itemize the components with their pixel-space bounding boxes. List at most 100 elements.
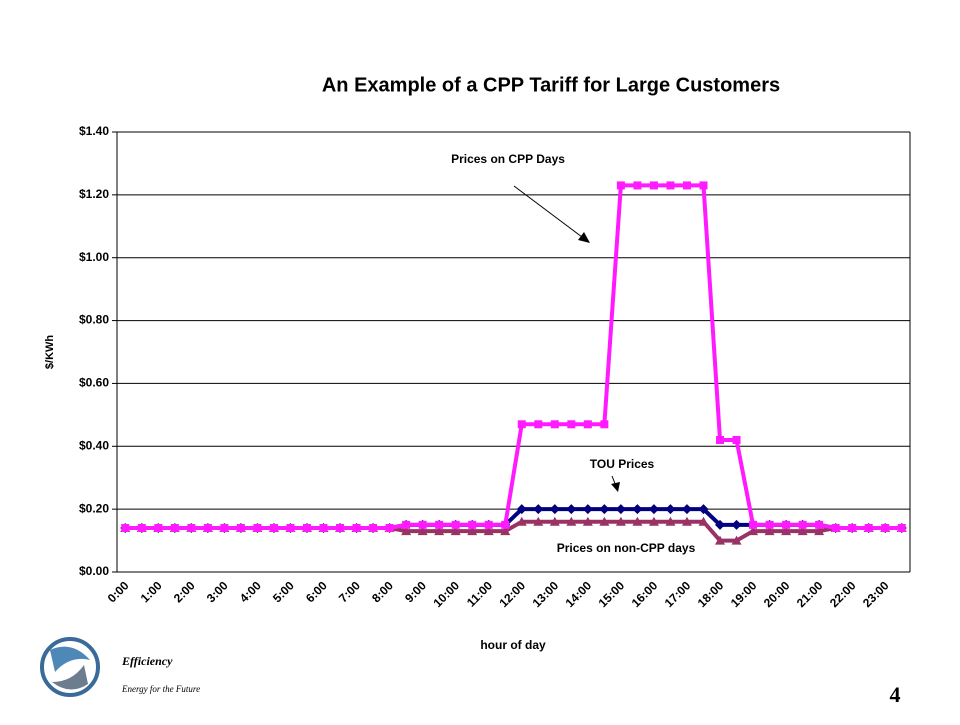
marker (236, 524, 245, 532)
marker (648, 516, 659, 526)
marker (549, 504, 560, 515)
marker (154, 524, 163, 532)
x-tick-label: 13:00 (530, 578, 562, 610)
marker (666, 181, 675, 190)
series-line (125, 183, 902, 530)
marker (665, 516, 676, 526)
marker (682, 181, 691, 190)
marker (451, 520, 460, 529)
x-tick-label: 7:00 (336, 578, 363, 605)
marker (385, 524, 394, 532)
x-axis-label: hour of day (480, 638, 546, 652)
marker (715, 519, 726, 530)
marker (501, 520, 510, 529)
x-tick-label: 2:00 (171, 578, 198, 605)
x-tick-label: 12:00 (497, 578, 529, 610)
marker (764, 526, 775, 536)
marker (782, 520, 791, 529)
marker (319, 524, 328, 532)
arrowhead (611, 482, 620, 492)
marker (516, 504, 527, 515)
marker (633, 181, 642, 190)
marker (516, 516, 527, 526)
y-tick-label: $0.80 (79, 313, 109, 327)
marker (336, 524, 345, 532)
marker (698, 516, 709, 526)
y-tick-label: $0.40 (79, 438, 109, 452)
marker (715, 535, 726, 545)
marker (600, 420, 609, 429)
y-tick-label: $0.60 (79, 376, 109, 390)
marker (781, 526, 792, 536)
x-tick-label: 10:00 (430, 578, 462, 610)
marker (220, 524, 229, 532)
marker (665, 504, 676, 515)
marker (648, 504, 659, 515)
marker (831, 524, 840, 532)
marker (815, 520, 824, 529)
marker (599, 516, 610, 526)
tagline: Energy for the Future (121, 684, 200, 694)
marker (468, 520, 477, 529)
x-tick-label: 16:00 (629, 578, 661, 610)
marker (517, 420, 526, 429)
x-tick-label: 15:00 (596, 578, 628, 610)
marker (121, 524, 130, 532)
x-tick-label: 18:00 (695, 578, 727, 610)
chart-title: An Example of a CPP Tariff for Large Cus… (322, 74, 780, 96)
x-tick-label: 11:00 (464, 578, 495, 609)
y-axis-label: $/KWh (44, 335, 56, 370)
x-tick-label: 21:00 (794, 578, 826, 610)
marker (417, 526, 428, 536)
x-tick-label: 14:00 (563, 578, 595, 610)
x-tick-label: 8:00 (369, 578, 396, 605)
marker (583, 420, 592, 429)
marker (716, 436, 725, 444)
marker (797, 526, 808, 536)
annotation-arrow (513, 185, 587, 241)
marker (699, 181, 708, 190)
marker (302, 524, 311, 532)
marker (533, 516, 544, 526)
marker (582, 504, 593, 515)
marker (731, 519, 742, 530)
marker (765, 520, 774, 529)
x-tick-label: 5:00 (270, 578, 297, 605)
marker (748, 526, 759, 536)
marker (749, 520, 758, 529)
y-tick-label: $1.20 (79, 187, 109, 201)
marker (566, 516, 577, 526)
marker (698, 504, 709, 515)
marker (401, 526, 412, 536)
marker (632, 504, 643, 515)
series (121, 181, 906, 532)
marker (814, 526, 825, 536)
x-tick-label: 0:00 (105, 578, 132, 605)
marker (434, 526, 445, 536)
x-tick-label: 3:00 (204, 578, 231, 605)
marker (732, 436, 741, 444)
marker (649, 181, 658, 190)
annotation: TOU Prices (590, 457, 655, 471)
marker (681, 504, 692, 515)
marker (798, 520, 807, 529)
marker (435, 520, 444, 529)
marker (467, 526, 478, 536)
x-tick-label: 19:00 (728, 578, 760, 610)
marker (402, 520, 411, 529)
x-tick-label: 6:00 (303, 578, 330, 605)
marker (253, 524, 262, 532)
marker (599, 504, 610, 515)
y-tick-label: $1.40 (79, 124, 109, 138)
brand: Efficiency (121, 654, 173, 668)
marker (864, 524, 873, 532)
marker (269, 524, 278, 532)
marker (203, 524, 212, 532)
marker (534, 420, 543, 429)
x-tick-label: 1:00 (138, 578, 165, 605)
page-number: 4 (890, 682, 901, 707)
marker (500, 526, 511, 536)
marker (615, 516, 626, 526)
marker (483, 526, 494, 536)
